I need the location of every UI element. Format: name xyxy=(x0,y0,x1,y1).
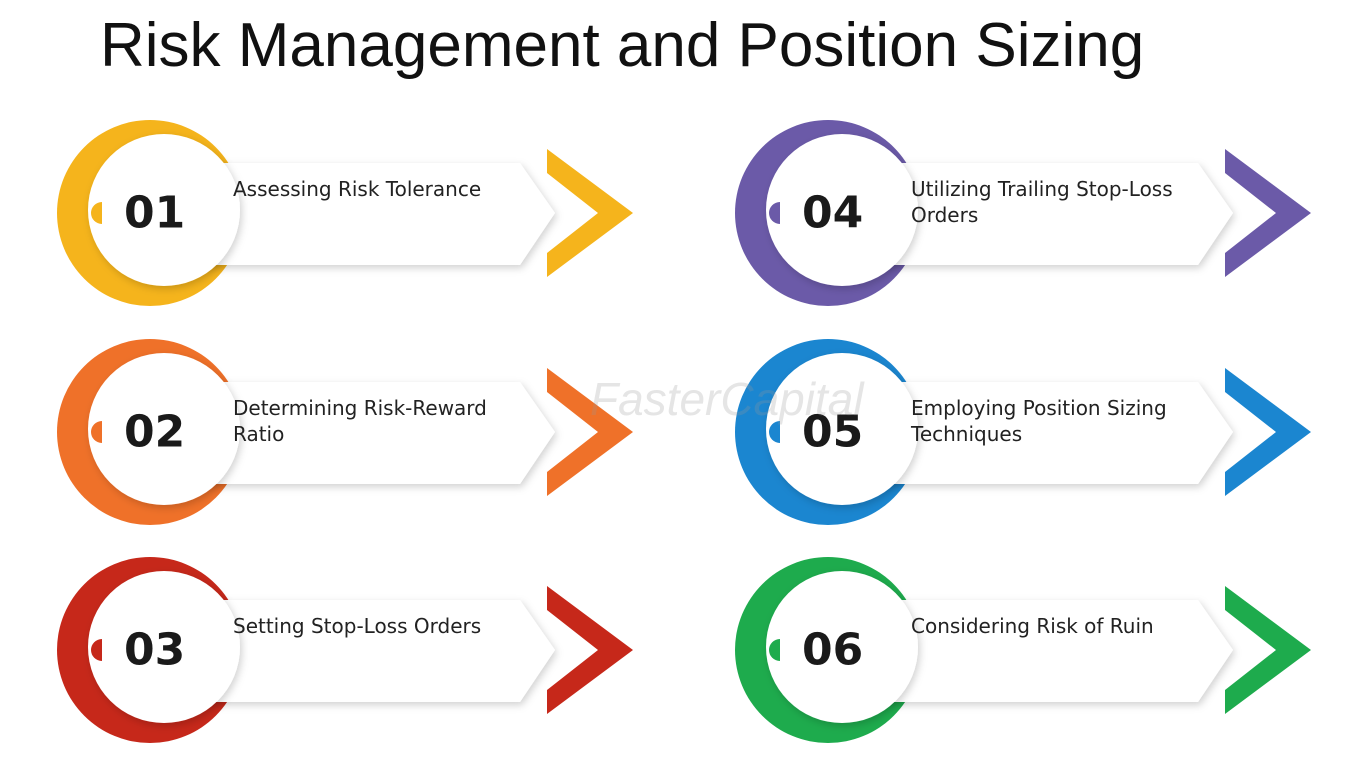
watermark: FasterCapital xyxy=(590,373,864,425)
card xyxy=(190,382,555,484)
step-number: 05 xyxy=(802,407,863,458)
step-number: 04 xyxy=(802,188,863,239)
step-number: 03 xyxy=(124,625,185,676)
step-label: Utilizing Trailing Stop-Loss Orders xyxy=(911,177,1173,227)
step-label: Considering Risk of Ruin xyxy=(911,614,1154,638)
card xyxy=(868,382,1233,484)
step-number: 02 xyxy=(124,407,185,458)
inner-circle xyxy=(766,353,918,505)
inner-circle xyxy=(88,134,240,286)
step-label: Employing Position Sizing Techniques xyxy=(911,396,1167,446)
half-dot xyxy=(91,421,102,443)
step-number: 01 xyxy=(124,188,185,239)
half-dot xyxy=(769,202,780,224)
chevron xyxy=(1225,149,1311,277)
step-label: Setting Stop-Loss Orders xyxy=(233,614,482,638)
chevron xyxy=(547,586,633,714)
inner-circle xyxy=(88,353,240,505)
step-label: Determining Risk-Reward Ratio xyxy=(233,396,487,446)
half-dot xyxy=(769,639,780,661)
half-dot xyxy=(91,202,102,224)
inner-circle xyxy=(766,571,918,723)
card xyxy=(868,600,1233,702)
chevron xyxy=(547,149,633,277)
half-dot xyxy=(769,421,780,443)
title: Risk Management and Position Sizing xyxy=(100,11,1145,80)
chevron xyxy=(1225,586,1311,714)
step-number: 06 xyxy=(802,625,863,676)
card xyxy=(190,163,555,265)
card xyxy=(190,600,555,702)
half-dot xyxy=(91,639,102,661)
chevron xyxy=(547,368,633,496)
step-label: Assessing Risk Tolerance xyxy=(233,177,482,201)
inner-circle xyxy=(766,134,918,286)
card xyxy=(868,163,1233,265)
chevron xyxy=(1225,368,1311,496)
inner-circle xyxy=(88,571,240,723)
